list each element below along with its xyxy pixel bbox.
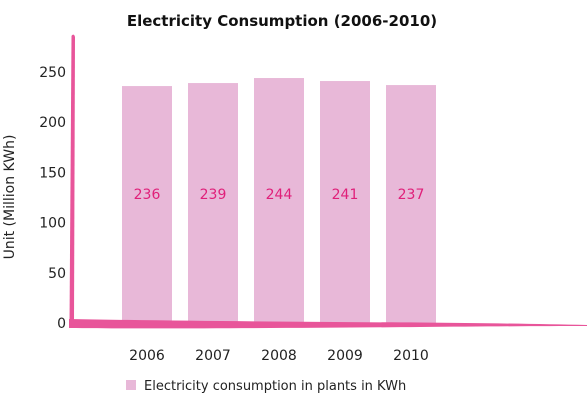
bar — [254, 78, 304, 323]
data-label: 236 — [134, 187, 161, 203]
y-axis-label: Unit (Million KWh) — [2, 135, 18, 260]
y-tick-label: 0 — [57, 316, 66, 332]
y-tick-label: 150 — [39, 165, 66, 181]
legend-label: Electricity consumption in plants in KWh — [144, 379, 406, 394]
x-tick-labels: 2006 2007 2008 2009 2010 — [129, 348, 429, 364]
data-label: 237 — [398, 187, 425, 203]
bar — [320, 81, 370, 323]
y-tick-label: 200 — [39, 115, 66, 131]
y-tick-label: 100 — [39, 216, 66, 232]
chart-title: Electricity Consumption (2006-2010) — [127, 12, 437, 30]
x-tick-label: 2006 — [129, 348, 165, 364]
x-tick-label: 2008 — [261, 348, 297, 364]
bar — [188, 83, 238, 323]
x-tick-label: 2009 — [327, 348, 363, 364]
bar — [122, 86, 172, 323]
y-axis-line — [69, 34, 75, 324]
data-label: 244 — [266, 187, 293, 203]
axes — [69, 34, 587, 329]
x-tick-label: 2007 — [195, 348, 231, 364]
y-tick-label: 50 — [48, 266, 66, 282]
x-axis-line — [69, 319, 587, 329]
y-tick-label: 250 — [39, 65, 66, 81]
bars: 236 239 244 241 237 — [122, 78, 436, 323]
data-label: 239 — [200, 187, 227, 203]
legend: Electricity consumption in plants in KWh — [126, 379, 406, 394]
data-label: 241 — [332, 187, 359, 203]
legend-swatch — [126, 380, 136, 390]
bar — [386, 85, 436, 323]
y-tick-labels: 0 50 100 150 200 250 — [39, 65, 66, 332]
x-tick-label: 2010 — [393, 348, 429, 364]
